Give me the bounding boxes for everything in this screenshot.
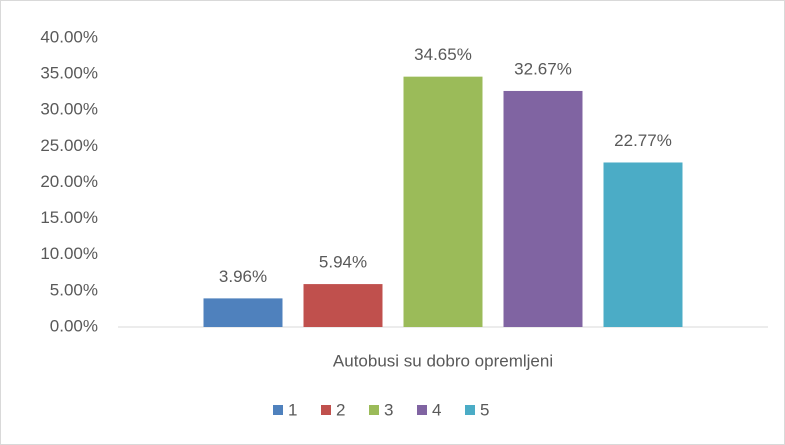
value-label: 22.77% [614,131,672,150]
bar [203,298,283,327]
x-tick-label: Autobusi su dobro opremljeni [333,351,553,370]
y-tick-label: 0.00% [50,316,98,335]
bar [503,90,583,327]
legend-label: 5 [480,400,489,419]
legend-label: 4 [432,400,441,419]
legend-swatch [321,405,331,415]
bar [403,76,483,327]
value-label: 34.65% [414,45,472,64]
legend-label: 2 [336,400,345,419]
y-tick-label: 25.00% [40,136,98,155]
legend-label: 3 [384,400,393,419]
value-label: 3.96% [219,267,267,286]
bar [303,284,383,327]
y-tick-label: 20.00% [40,172,98,191]
legend-swatch [273,405,283,415]
value-label: 32.67% [514,59,572,78]
y-tick-label: 10.00% [40,244,98,263]
y-tick-label: 40.00% [40,27,98,46]
legend-swatch [417,405,427,415]
y-tick-label: 15.00% [40,208,98,227]
y-tick-label: 35.00% [40,64,98,83]
legend-swatch [369,405,379,415]
bar [603,162,683,327]
value-label: 5.94% [319,253,367,272]
legend-swatch [465,405,475,415]
legend-label: 1 [288,400,297,419]
y-tick-label: 5.00% [50,280,98,299]
y-tick-label: 30.00% [40,100,98,119]
